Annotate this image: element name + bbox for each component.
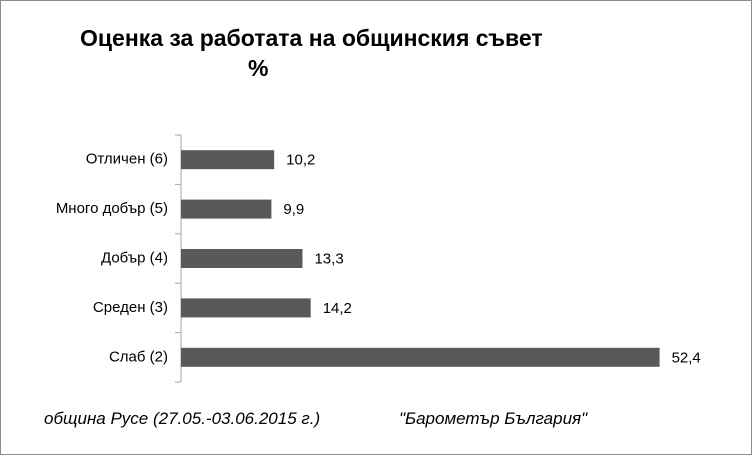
source: община Русе (27.05.-03.06.2015 г.): [44, 409, 321, 428]
bar: [181, 249, 303, 268]
bar: [181, 347, 660, 367]
data-label: 14,2: [323, 300, 352, 317]
data-label: 52,4: [672, 349, 701, 366]
bar: [181, 150, 275, 170]
category-label: Слаб (2): [109, 348, 168, 365]
data-label: 9,9: [283, 201, 304, 218]
bar: [181, 199, 272, 219]
data-label: 13,3: [314, 250, 343, 267]
unit: %: [248, 55, 269, 81]
data-label: 10,2: [286, 152, 315, 169]
category-label: Добър (4): [101, 249, 168, 266]
chart-title: Оценка за работата на общинския съвет: [80, 25, 543, 51]
source-org: "Барометър България": [399, 409, 588, 428]
category-label: Много добър (5): [56, 200, 168, 217]
bar: [181, 298, 311, 318]
category-label: Отличен (6): [86, 151, 168, 168]
category-label: Среден (3): [93, 299, 168, 316]
